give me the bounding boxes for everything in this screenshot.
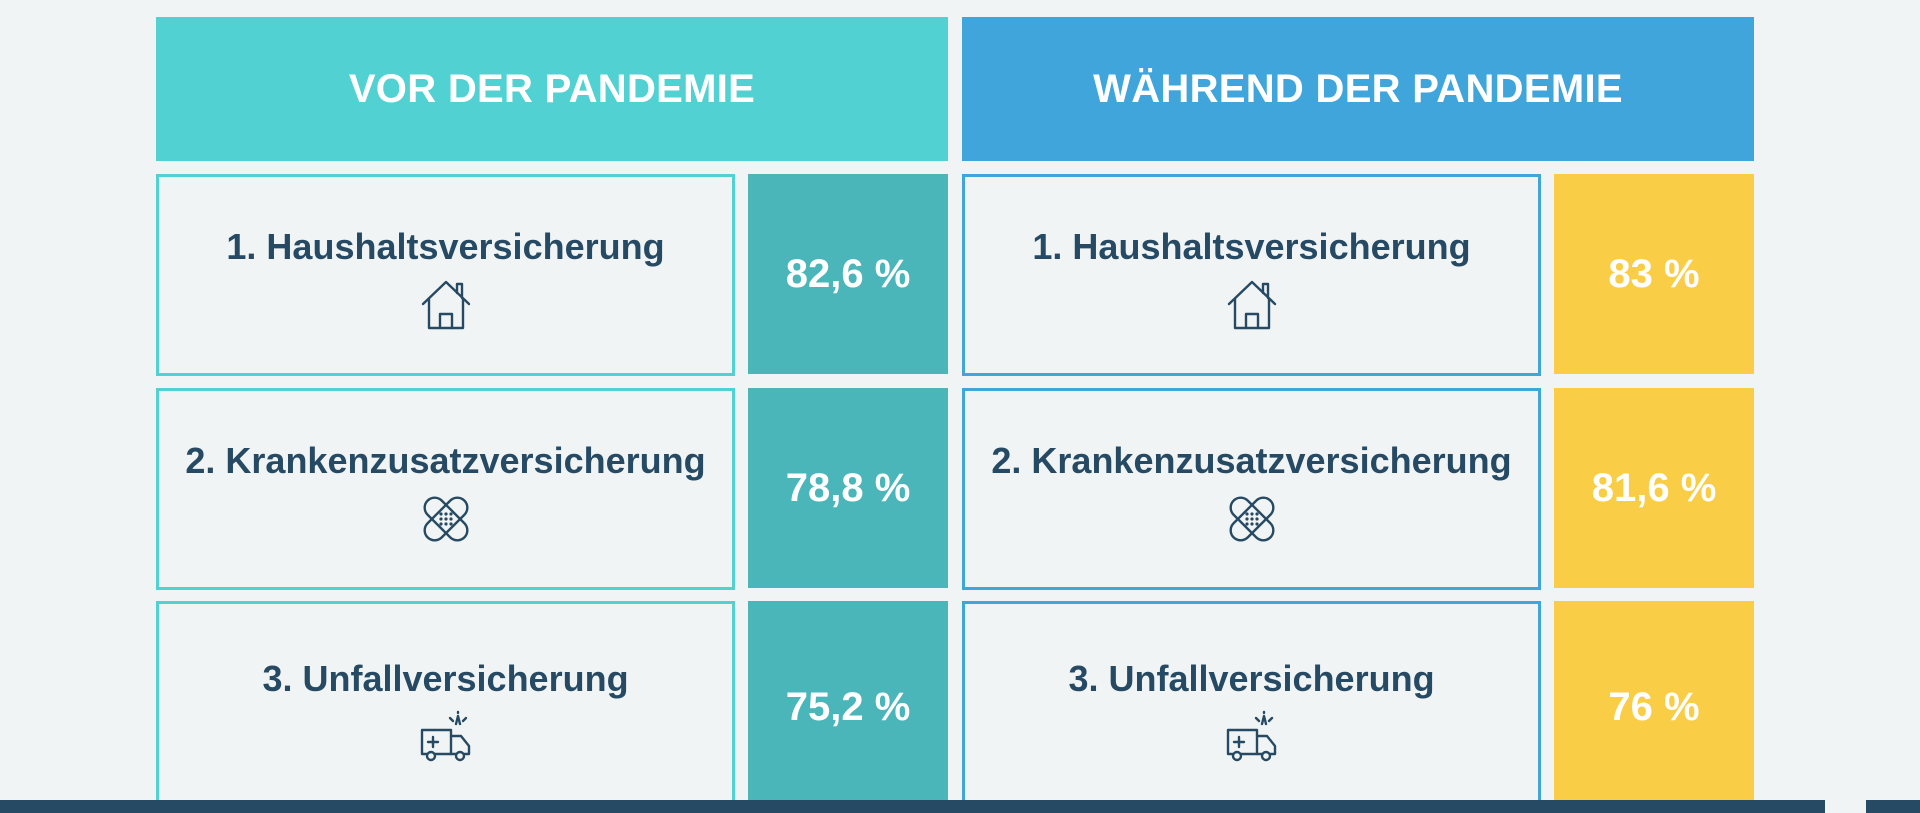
insurance-box-before-3: 3. Unfallversicherung [156, 601, 735, 813]
percent-before-2: 78,8 % [748, 388, 948, 588]
ambulance-icon [419, 710, 473, 764]
percent-during-3: 76 % [1554, 601, 1754, 813]
insurance-box-during-1: 1. Haushaltsversicherung [962, 174, 1541, 376]
header-before-pandemic: VOR DER PANDEMIE [156, 17, 948, 161]
footer-bar [0, 800, 1825, 813]
insurance-box-before-1: 1. Haushaltsversicherung [156, 174, 735, 376]
percent-during-1: 83 % [1554, 174, 1754, 374]
house-icon [1225, 278, 1279, 332]
percent-before-3: 75,2 % [748, 601, 948, 813]
insurance-label: 3. Unfallversicherung [1068, 658, 1435, 699]
bandage-icon [1225, 492, 1279, 546]
insurance-label: 2. Krankenzusatzversicherung [991, 440, 1512, 481]
insurance-label: 1. Haushaltsversicherung [226, 226, 665, 267]
house-icon [419, 278, 473, 332]
footer-bar-segment [1866, 800, 1920, 813]
insurance-label: 3. Unfallversicherung [262, 658, 629, 699]
percent-before-1: 82,6 % [748, 174, 948, 374]
insurance-label: 2. Krankenzusatzversicherung [185, 440, 706, 481]
insurance-label: 1. Haushaltsversicherung [1032, 226, 1471, 267]
insurance-box-before-2: 2. Krankenzusatzversicherung [156, 388, 735, 590]
bandage-icon [419, 492, 473, 546]
percent-during-2: 81,6 % [1554, 388, 1754, 588]
insurance-box-during-2: 2. Krankenzusatzversicherung [962, 388, 1541, 590]
insurance-box-during-3: 3. Unfallversicherung [962, 601, 1541, 813]
ambulance-icon [1225, 710, 1279, 764]
header-during-pandemic: WÄHREND DER PANDEMIE [962, 17, 1754, 161]
